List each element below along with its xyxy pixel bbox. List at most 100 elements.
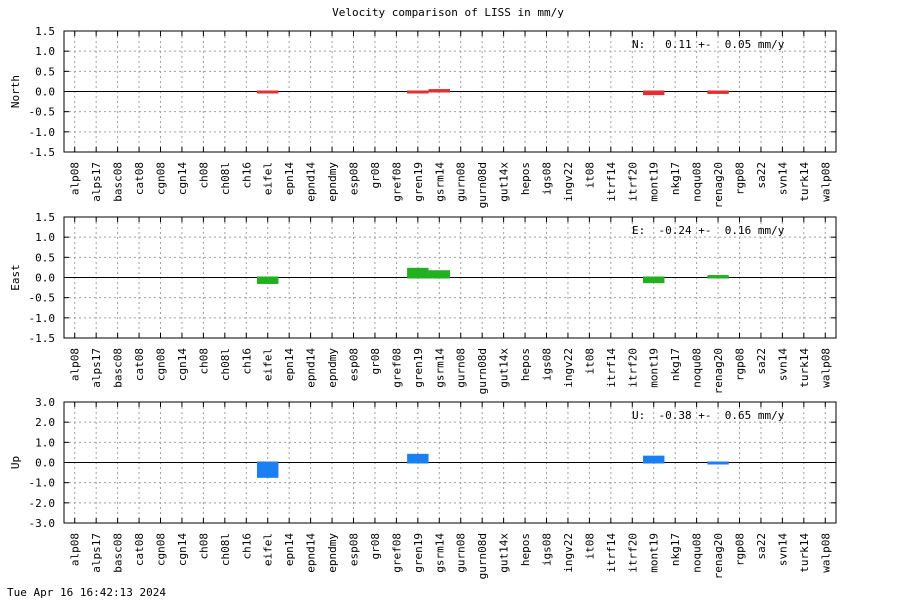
x-tick-label: mont19	[648, 162, 661, 202]
panel-up: 3.0 2.0 1.0 0.0 -1.0 -2.0 -3.0 alp08 alps17 basc0…	[9, 396, 837, 579]
x-tick-label: alp08	[69, 348, 82, 381]
x-tick-label: ch08	[197, 348, 210, 375]
x-tick-label: esp08	[348, 348, 361, 381]
panel-east: 1.5 1.0 0.5 0.0 -0.5 -1.0 -1.5 alp08 alps17 basc0…	[9, 211, 837, 394]
x-tick-label: rgp08	[734, 348, 747, 381]
x-tick-label: cgn14	[176, 348, 189, 381]
x-tick-label: gsrm14	[433, 348, 446, 388]
x-tick-label: gren19	[412, 348, 425, 388]
x-tick-label: igs08	[541, 162, 554, 195]
x-tick-label: gsrm14	[433, 533, 446, 573]
x-tick-label: walp08	[819, 348, 832, 388]
bar-mont19	[643, 90, 665, 96]
bar-gren19	[407, 453, 429, 464]
x-tick-label: gren19	[412, 162, 425, 202]
x-tick-label: epnd14	[305, 533, 318, 573]
x-tick-label: epn14	[283, 348, 296, 381]
x-tick-label: alp08	[69, 162, 82, 195]
x-tick-label: gren19	[412, 533, 425, 573]
y-tick-label: 1.0	[35, 231, 55, 244]
x-tick-label: alps17	[90, 162, 103, 202]
stat-annotation: E: -0.24 +- 0.16 mm/y	[632, 224, 785, 237]
x-tick-label: turk14	[798, 348, 811, 388]
x-tick-label: ingv22	[562, 162, 575, 202]
bar-gren19	[407, 90, 429, 94]
x-tick-label: nkg17	[669, 533, 682, 566]
x-tick-label: it08	[583, 533, 596, 560]
y-tick-label: 1.0	[35, 436, 55, 449]
x-tick-label: eifel	[262, 533, 275, 566]
x-tick-label: gurn08	[455, 533, 468, 573]
x-tick-label: basc08	[112, 162, 125, 202]
x-tick-label: ch08	[197, 533, 210, 560]
y-tick-label: -1.5	[29, 332, 56, 345]
y-tick-label: 0.5	[35, 251, 55, 264]
x-tick-label: it08	[583, 348, 596, 375]
x-tick-label: gurn08	[455, 162, 468, 202]
x-tick-label: ingv22	[562, 348, 575, 388]
y-tick-label: -1.0	[29, 312, 56, 325]
y-tick-label: -0.5	[29, 106, 56, 119]
x-tick-label: eifel	[262, 348, 275, 381]
y-axis-label: East	[9, 264, 22, 291]
x-tick-label: alps17	[90, 348, 103, 388]
x-tick-label: itrf14	[605, 348, 618, 388]
x-tick-label: ch08l	[219, 348, 232, 381]
y-tick-label: -3.0	[29, 517, 56, 530]
bar-renag20	[707, 275, 729, 279]
x-tick-label: gr08	[369, 533, 382, 560]
x-tick-label: cgn08	[155, 348, 168, 381]
x-tick-label: mont19	[648, 533, 661, 573]
x-tick-label: itrf20	[626, 533, 639, 573]
x-tick-label: gurn08	[455, 348, 468, 388]
x-tick-label: epndmy	[326, 162, 339, 202]
x-tick-label: hepos	[519, 533, 532, 566]
plot-frame	[63, 401, 837, 524]
x-tick-label: sa22	[755, 533, 768, 560]
x-tick-label: sa22	[755, 162, 768, 189]
x-tick-label: igs08	[541, 533, 554, 566]
x-tick-label: noqu08	[691, 533, 704, 573]
y-axis-label: North	[9, 75, 22, 108]
x-tick-label: noqu08	[691, 348, 704, 388]
y-tick-label: 1.5	[35, 25, 55, 38]
x-tick-label: gref08	[390, 533, 403, 573]
bar-mont19	[643, 276, 665, 284]
x-tick-label: alp08	[69, 533, 82, 566]
y-tick-label: 0.0	[35, 86, 55, 99]
y-tick-label: -1.0	[29, 126, 56, 139]
x-tick-label: gref08	[390, 162, 403, 202]
x-tick-label: itrf14	[605, 162, 618, 202]
bar-gsrm14	[428, 270, 450, 279]
x-tick-label: renag20	[712, 162, 725, 208]
x-tick-label: gsrm14	[433, 162, 446, 202]
x-tick-label: esp08	[348, 533, 361, 566]
x-tick-label: eifel	[262, 162, 275, 195]
x-tick-label: sa22	[755, 348, 768, 375]
x-tick-label: ch16	[240, 162, 253, 189]
x-tick-label: nkg17	[669, 348, 682, 381]
x-tick-label: cat08	[133, 533, 146, 566]
x-tick-label: gut14x	[498, 162, 511, 202]
bar-eifel	[257, 461, 279, 478]
plot-frame	[63, 30, 837, 153]
x-tick-label: epn14	[283, 162, 296, 195]
x-tick-label: walp08	[819, 533, 832, 573]
x-tick-label: nkg17	[669, 162, 682, 195]
x-tick-label: ch16	[240, 533, 253, 560]
y-tick-label: -0.5	[29, 292, 56, 305]
x-tick-label: basc08	[112, 348, 125, 388]
x-tick-label: igs08	[541, 348, 554, 381]
stat-annotation: U: -0.38 +- 0.65 mm/y	[632, 409, 785, 422]
x-tick-label: it08	[583, 162, 596, 189]
bar-eifel	[257, 90, 279, 94]
x-tick-label: ingv22	[562, 533, 575, 573]
x-tick-label: gurn08d	[476, 533, 489, 579]
x-tick-label: itrf14	[605, 533, 618, 573]
bar-renag20	[707, 461, 729, 465]
x-tick-label: ch08	[197, 162, 210, 189]
x-tick-label: svn14	[776, 348, 789, 381]
x-tick-label: hepos	[519, 348, 532, 381]
x-tick-label: epndmy	[326, 533, 339, 573]
x-tick-label: ch08l	[219, 162, 232, 195]
